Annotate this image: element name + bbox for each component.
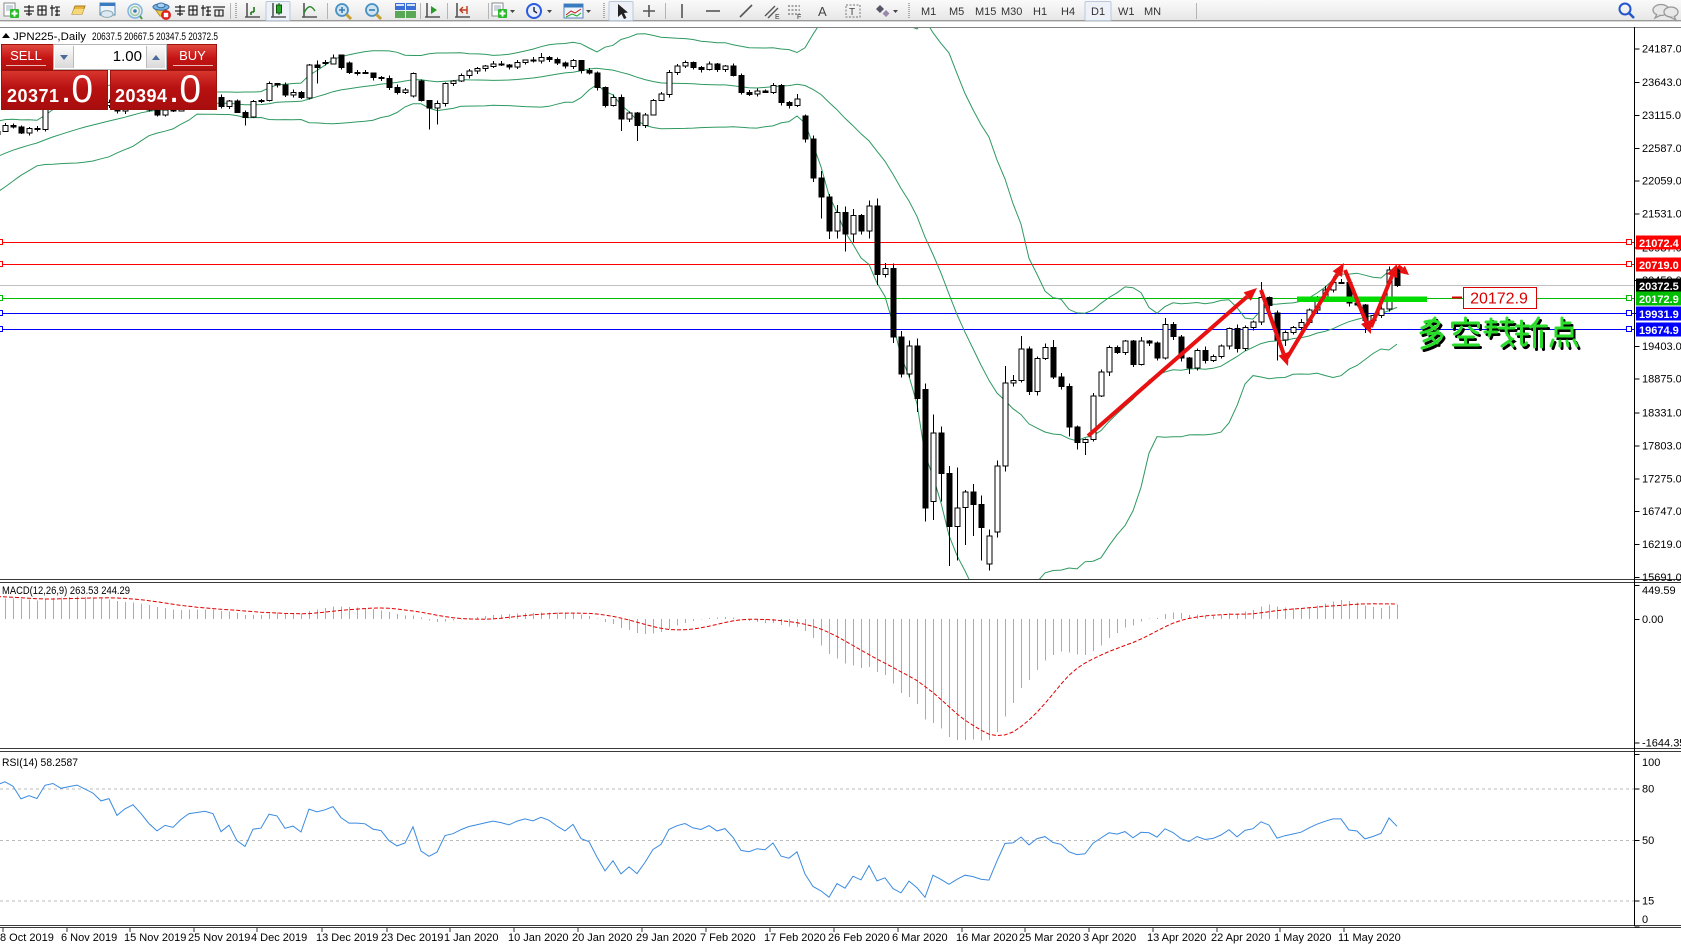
svg-text:18875.0: 18875.0 bbox=[1642, 374, 1681, 386]
svg-text:8 Oct 2019: 8 Oct 2019 bbox=[0, 932, 54, 944]
svg-text:H4: H4 bbox=[1061, 6, 1075, 18]
svg-text:17803.0: 17803.0 bbox=[1642, 440, 1681, 452]
svg-text:W1: W1 bbox=[1118, 6, 1135, 18]
svg-text:21072.4: 21072.4 bbox=[1639, 238, 1680, 250]
svg-text:20172.9: 20172.9 bbox=[1639, 294, 1679, 306]
svg-text:MACD(12,26,9) 263.53 244.29: MACD(12,26,9) 263.53 244.29 bbox=[2, 585, 130, 597]
svg-text:3 Apr 2020: 3 Apr 2020 bbox=[1083, 932, 1136, 944]
svg-text:A: A bbox=[818, 4, 827, 19]
svg-text:D1: D1 bbox=[1091, 6, 1105, 18]
svg-text:6 Mar 2020: 6 Mar 2020 bbox=[892, 932, 948, 944]
svg-text:13 Dec 2019: 13 Dec 2019 bbox=[316, 932, 378, 944]
svg-text:24187.0: 24187.0 bbox=[1642, 43, 1681, 55]
svg-text:23643.0: 23643.0 bbox=[1642, 77, 1681, 89]
svg-text:E: E bbox=[775, 14, 780, 21]
svg-text:6 Nov 2019: 6 Nov 2019 bbox=[61, 932, 117, 944]
svg-text:15 Nov 2019: 15 Nov 2019 bbox=[124, 932, 186, 944]
svg-text:7 Feb 2020: 7 Feb 2020 bbox=[700, 932, 756, 944]
svg-text:13 Apr 2020: 13 Apr 2020 bbox=[1147, 932, 1206, 944]
svg-text:23 Dec 2019: 23 Dec 2019 bbox=[381, 932, 443, 944]
svg-text:1 May 2020: 1 May 2020 bbox=[1274, 932, 1331, 944]
svg-text:20372.5: 20372.5 bbox=[1639, 281, 1679, 293]
svg-text:17 Feb 2020: 17 Feb 2020 bbox=[764, 932, 826, 944]
svg-text:17275.0: 17275.0 bbox=[1642, 473, 1681, 485]
svg-text:20637.5 20667.5 20347.5 20372.: 20637.5 20667.5 20347.5 20372.5 bbox=[92, 31, 218, 43]
svg-text:29 Jan 2020: 29 Jan 2020 bbox=[636, 932, 697, 944]
svg-text:JPN225-,Daily: JPN225-,Daily bbox=[13, 31, 87, 43]
svg-text:22587.0: 22587.0 bbox=[1642, 143, 1681, 155]
svg-text:0: 0 bbox=[1642, 914, 1648, 926]
svg-text:15691.0: 15691.0 bbox=[1642, 572, 1681, 584]
svg-text:19403.0: 19403.0 bbox=[1642, 341, 1681, 353]
svg-text:23115.0: 23115.0 bbox=[1642, 110, 1681, 122]
svg-text:21531.0: 21531.0 bbox=[1642, 209, 1681, 221]
svg-text:22059.0: 22059.0 bbox=[1642, 176, 1681, 188]
svg-text:15: 15 bbox=[1642, 896, 1654, 908]
svg-text:25 Mar 2020: 25 Mar 2020 bbox=[1019, 932, 1081, 944]
svg-text:11 May 2020: 11 May 2020 bbox=[1338, 932, 1401, 944]
svg-text:19674.9: 19674.9 bbox=[1639, 325, 1679, 337]
svg-text:50: 50 bbox=[1642, 835, 1654, 847]
svg-text:20172.9: 20172.9 bbox=[1470, 291, 1528, 308]
svg-text:20719.0: 20719.0 bbox=[1639, 260, 1679, 272]
svg-text:M1: M1 bbox=[921, 6, 936, 18]
svg-text:1 Jan 2020: 1 Jan 2020 bbox=[444, 932, 498, 944]
svg-text:MN: MN bbox=[1144, 6, 1161, 18]
svg-text:4 Dec 2019: 4 Dec 2019 bbox=[251, 932, 307, 944]
svg-text:10 Jan 2020: 10 Jan 2020 bbox=[508, 932, 569, 944]
svg-text:16 Mar 2020: 16 Mar 2020 bbox=[956, 932, 1018, 944]
svg-text:18331.0: 18331.0 bbox=[1642, 408, 1681, 420]
svg-text:M5: M5 bbox=[949, 6, 964, 18]
svg-text:449.59: 449.59 bbox=[1642, 585, 1676, 597]
svg-text:19931.9: 19931.9 bbox=[1639, 309, 1679, 321]
svg-text:22 Apr 2020: 22 Apr 2020 bbox=[1211, 932, 1270, 944]
svg-text:H1: H1 bbox=[1033, 6, 1047, 18]
svg-text:F: F bbox=[797, 14, 801, 21]
svg-text:26 Feb 2020: 26 Feb 2020 bbox=[828, 932, 890, 944]
svg-text:-1644.35: -1644.35 bbox=[1642, 738, 1681, 750]
svg-text:20 Jan 2020: 20 Jan 2020 bbox=[572, 932, 633, 944]
svg-text:T: T bbox=[849, 7, 855, 18]
svg-text:16219.0: 16219.0 bbox=[1642, 539, 1681, 551]
svg-text:25 Nov 2019: 25 Nov 2019 bbox=[188, 932, 250, 944]
svg-text:0.00: 0.00 bbox=[1642, 614, 1663, 626]
svg-text:M30: M30 bbox=[1001, 6, 1022, 18]
svg-text:RSI(14) 58.2587: RSI(14) 58.2587 bbox=[2, 757, 78, 769]
svg-text:80: 80 bbox=[1642, 784, 1654, 796]
svg-text:M15: M15 bbox=[975, 6, 996, 18]
svg-text:100: 100 bbox=[1642, 757, 1660, 769]
svg-text:16747.0: 16747.0 bbox=[1642, 506, 1681, 518]
